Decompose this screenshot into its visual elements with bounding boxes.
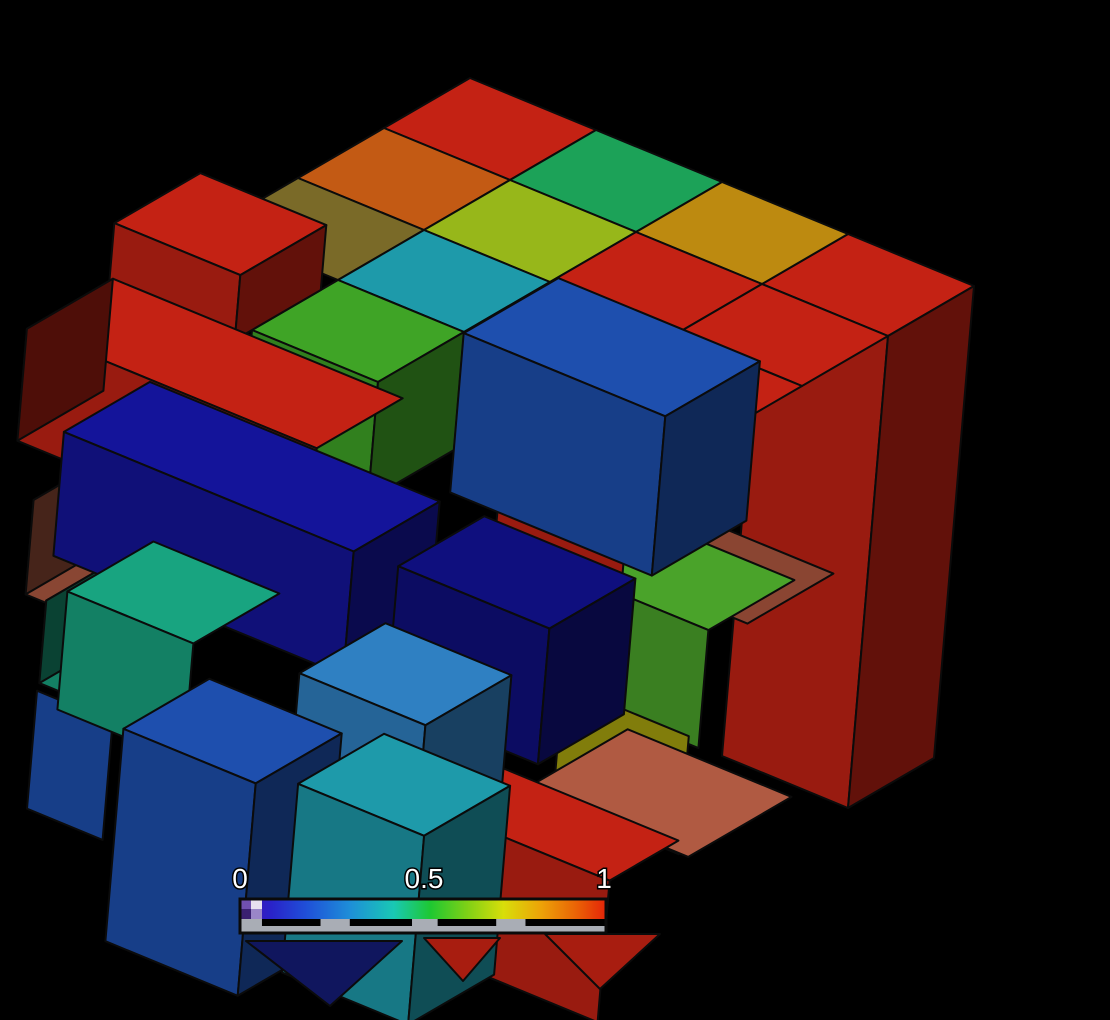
cube-face-left [16,277,114,442]
colorbar-gradient [240,899,606,919]
colorbar-tick-strip-base [240,926,606,933]
colorbar-nan-swatch [251,909,262,919]
colorbar-nan-swatch [240,899,251,909]
colorbar-tick-gap [496,919,526,926]
colorbar-frame [238,897,608,935]
cube-face-top [523,728,793,858]
colorbar-nan-swatch [251,899,262,909]
cube-face-right [650,360,761,577]
cube-bottom-wedge-navy [245,940,403,1007]
colorbar-tick-label: 0 [232,863,248,894]
colorbar-tick-gap [320,919,350,926]
colorbar-tick-label: 1 [596,863,612,894]
colorbar-tick-gap [240,919,262,926]
cube-bottom-wedge-red-1 [423,937,501,982]
cube-face-right [536,577,637,766]
cube-face-right [847,285,975,809]
colorbar-nan-swatch [240,909,251,919]
colorbar-tick-label: 0.5 [405,863,444,894]
colorbar-tick-gap [412,919,438,926]
